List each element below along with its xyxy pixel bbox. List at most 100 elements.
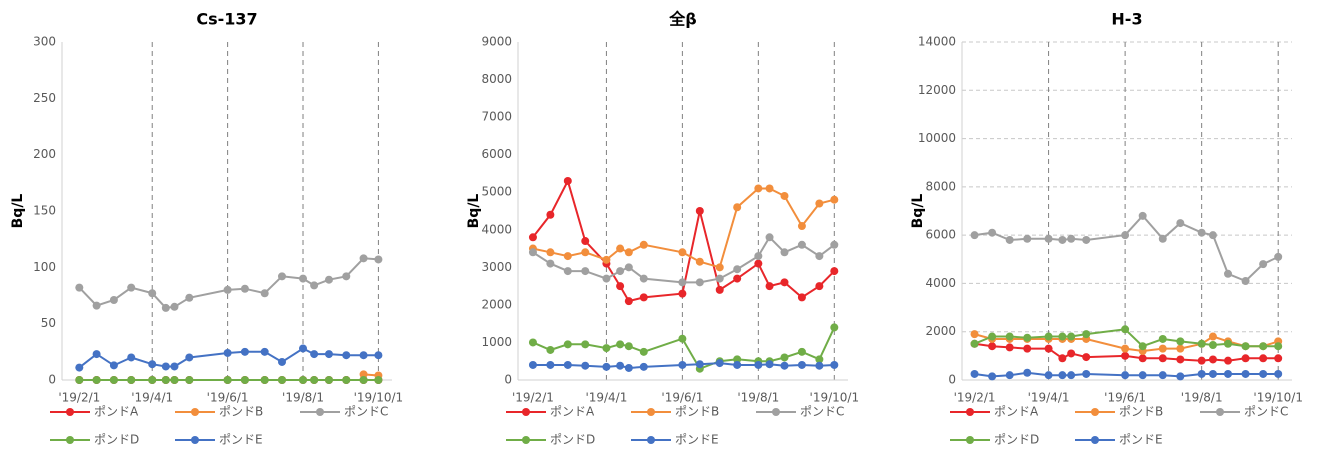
legend-label: ポンドA bbox=[994, 405, 1039, 419]
point bbox=[1121, 351, 1130, 360]
point bbox=[754, 252, 763, 261]
point bbox=[624, 342, 633, 351]
point bbox=[1241, 369, 1250, 378]
point bbox=[1176, 219, 1185, 228]
legend-marker bbox=[66, 436, 74, 444]
point bbox=[1067, 371, 1076, 380]
y-tick-label: 0 bbox=[948, 373, 956, 387]
legend-marker bbox=[191, 436, 199, 444]
chart-title: Cs-137 bbox=[196, 10, 257, 29]
point bbox=[1241, 342, 1250, 351]
point bbox=[970, 330, 979, 339]
point bbox=[1082, 235, 1091, 244]
y-tick-label: 3000 bbox=[481, 260, 512, 274]
point bbox=[830, 240, 839, 249]
point bbox=[765, 360, 774, 369]
point bbox=[359, 370, 368, 379]
point bbox=[1274, 252, 1283, 261]
point bbox=[1208, 340, 1217, 349]
point bbox=[1138, 354, 1147, 363]
point bbox=[127, 353, 136, 362]
point bbox=[695, 278, 704, 287]
point bbox=[109, 376, 118, 384]
point bbox=[695, 360, 704, 369]
point bbox=[1158, 354, 1167, 363]
point bbox=[815, 361, 824, 370]
point bbox=[1259, 342, 1268, 351]
point bbox=[127, 283, 136, 292]
point bbox=[528, 233, 537, 242]
y-tick-label: 5000 bbox=[481, 185, 512, 199]
point bbox=[1067, 234, 1076, 243]
x-tick-label: '19/10/1 bbox=[354, 391, 404, 405]
point bbox=[1121, 344, 1130, 353]
legend-marker bbox=[522, 408, 530, 416]
legend-label: ポンドE bbox=[1119, 433, 1163, 447]
point bbox=[1058, 371, 1067, 380]
point bbox=[359, 254, 368, 263]
y-tick-label: 0 bbox=[48, 373, 56, 387]
point bbox=[639, 293, 648, 302]
legend-label: ポンドD bbox=[550, 433, 595, 447]
point bbox=[733, 355, 742, 364]
legend-marker bbox=[966, 408, 974, 416]
point bbox=[988, 342, 997, 351]
y-tick-label: 200 bbox=[33, 147, 56, 161]
point bbox=[639, 362, 648, 371]
point bbox=[1224, 339, 1233, 348]
point bbox=[780, 353, 789, 362]
legend-label: ポンドB bbox=[1119, 405, 1163, 419]
x-tick-label: '19/2/1 bbox=[58, 391, 100, 405]
point bbox=[324, 350, 333, 359]
point bbox=[109, 296, 118, 305]
point bbox=[170, 302, 179, 311]
point bbox=[260, 347, 269, 356]
point bbox=[299, 376, 308, 384]
point bbox=[1208, 231, 1217, 240]
point bbox=[830, 323, 839, 332]
legend-marker bbox=[522, 436, 530, 444]
point bbox=[797, 240, 806, 249]
point bbox=[278, 376, 286, 384]
point bbox=[678, 360, 687, 369]
chart-title: H-3 bbox=[1111, 10, 1142, 29]
point bbox=[1197, 369, 1206, 378]
point bbox=[1082, 330, 1091, 339]
x-tick-label: '19/4/1 bbox=[131, 391, 173, 405]
point bbox=[359, 376, 368, 384]
legend-marker bbox=[316, 408, 324, 416]
point bbox=[324, 376, 333, 384]
point bbox=[581, 340, 590, 349]
y-tick-label: 2000 bbox=[481, 297, 512, 311]
point bbox=[678, 334, 687, 343]
legend-marker bbox=[772, 408, 780, 416]
y-tick-label: 8000 bbox=[481, 72, 512, 86]
point bbox=[970, 231, 979, 240]
point bbox=[528, 360, 537, 369]
point bbox=[1082, 353, 1091, 362]
point bbox=[797, 222, 806, 231]
point bbox=[678, 278, 687, 287]
point bbox=[1158, 344, 1167, 353]
point bbox=[161, 376, 170, 384]
x-tick-label: '19/10/1 bbox=[1253, 391, 1303, 405]
chart-title: 全β bbox=[668, 10, 696, 29]
point bbox=[581, 361, 590, 370]
point bbox=[528, 248, 537, 257]
point bbox=[310, 281, 319, 290]
point bbox=[1058, 235, 1067, 244]
y-axis-label: Bq/L bbox=[466, 194, 482, 229]
legend-label: ポンドC bbox=[1244, 405, 1288, 419]
point bbox=[1067, 349, 1076, 358]
point bbox=[815, 355, 824, 364]
point bbox=[780, 191, 789, 200]
point bbox=[1005, 371, 1014, 380]
point bbox=[602, 344, 611, 353]
point bbox=[299, 344, 308, 353]
point bbox=[1197, 339, 1206, 348]
point bbox=[161, 303, 170, 312]
point bbox=[528, 338, 537, 347]
point bbox=[127, 376, 136, 384]
point bbox=[639, 240, 648, 249]
